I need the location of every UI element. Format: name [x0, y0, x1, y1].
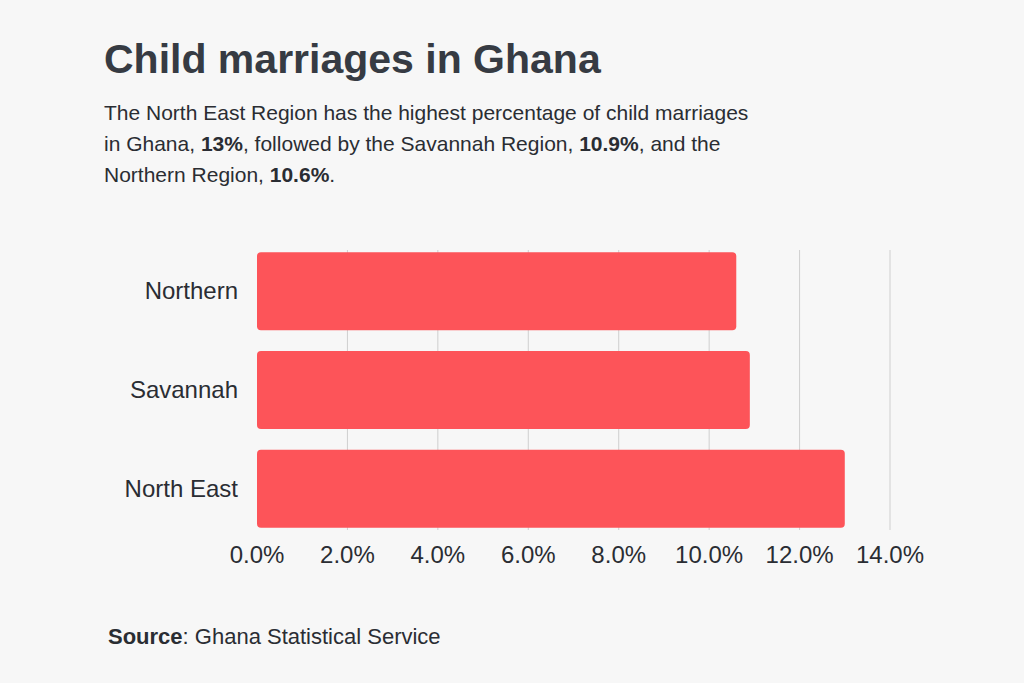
- tick-label: 14.0%: [856, 541, 924, 568]
- subtitle-part: 10.9%: [579, 132, 639, 155]
- source: Source: Ghana Statistical Service: [108, 624, 441, 650]
- bar: [257, 351, 750, 429]
- subtitle: The North East Region has the highest pe…: [104, 97, 769, 190]
- subtitle-part: 13%: [201, 132, 243, 155]
- bars: [257, 252, 845, 527]
- tick-label: 4.0%: [411, 541, 466, 568]
- tick-label: 0.0%: [230, 541, 285, 568]
- category-label: North East: [125, 475, 239, 502]
- category-labels: Northern Savannah North East: [125, 277, 239, 501]
- tick-label: 2.0%: [320, 541, 375, 568]
- chart: Northern Savannah North East 0.0% 2.0% 4.0% 6.…: [0, 0, 1024, 683]
- tick-label: 12.0%: [766, 541, 834, 568]
- subtitle-part: , followed by the Savannah Region,: [243, 132, 579, 155]
- bar: [257, 252, 736, 330]
- category-label: Savannah: [130, 376, 238, 403]
- title: Child marriages in Ghana: [104, 36, 601, 83]
- category-label: Northern: [145, 277, 238, 304]
- x-tick-labels: 0.0% 2.0% 4.0% 6.0% 8.0% 10.0% 12.0% 14.0%: [230, 541, 924, 568]
- subtitle-part: .: [329, 163, 335, 186]
- subtitle-part: 10.6%: [270, 163, 330, 186]
- source-part: : Ghana Statistical Service: [183, 624, 441, 649]
- tick-label: 10.0%: [675, 541, 743, 568]
- grid-line: [890, 250, 891, 530]
- tick-label: 8.0%: [591, 541, 646, 568]
- source-part: Source: [108, 624, 183, 649]
- bar: [257, 450, 845, 528]
- tick-label: 6.0%: [501, 541, 556, 568]
